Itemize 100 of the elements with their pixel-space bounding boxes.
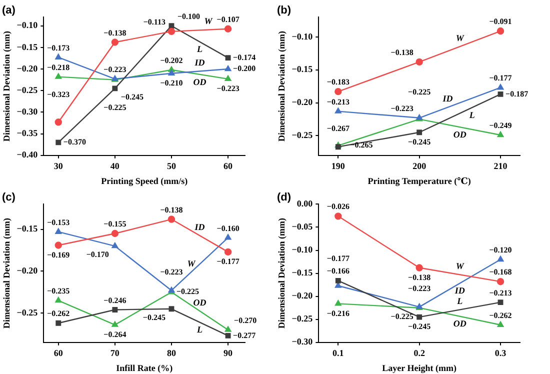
y-tick-label: −0.30	[16, 106, 38, 117]
data-label: −0.213	[489, 288, 512, 298]
data-label: −0.223	[160, 268, 183, 277]
x-tick-label: 80	[166, 348, 176, 358]
y-tick-label: −0.20	[16, 63, 38, 74]
x-axis-title: Printing Temperature (℃)	[368, 176, 471, 186]
x-tick-label: 60	[54, 348, 64, 358]
data-label: −0.225	[176, 287, 200, 296]
x-tick-label: 60	[224, 161, 234, 172]
data-label: −0.225	[390, 312, 414, 321]
y-axis-title: Dimensional Deviation (mm)	[2, 31, 12, 142]
series-label: ID	[194, 222, 206, 232]
data-label: −0.218	[47, 62, 70, 72]
data-label: −0.245	[408, 137, 431, 146]
y-tick-label: −0.20	[292, 97, 314, 108]
data-label: −0.166	[326, 266, 350, 276]
data-label: −0.262	[489, 310, 512, 320]
data-label: −0.246	[104, 296, 126, 305]
y-tick-label: 0.00	[296, 198, 314, 209]
data-label: −0.264	[104, 330, 126, 339]
data-label: −0.223	[104, 65, 126, 74]
series-label: W	[456, 261, 465, 272]
series-label: OD	[453, 318, 467, 329]
data-label: −0.200	[233, 64, 256, 74]
data-label: −0.265	[350, 140, 373, 150]
x-tick-label: 30	[54, 161, 64, 172]
data-label: −0.223	[408, 284, 431, 293]
data-label: −0.173	[47, 43, 70, 52]
x-tick-label: 200	[412, 161, 427, 172]
y-tick-label: −0.15	[292, 64, 314, 74]
data-label: −0.155	[104, 220, 126, 229]
x-axis-title: Layer Height (mm)	[382, 362, 457, 373]
series-label: OD	[193, 297, 207, 308]
y-tick-label: −0.25	[292, 130, 314, 140]
data-label: −0.160	[216, 224, 240, 233]
data-label: −0.138	[160, 205, 183, 214]
y-tick-label: −0.10	[292, 244, 314, 255]
series-label: L	[196, 44, 204, 54]
y-tick-label: −0.15	[292, 268, 314, 278]
chart-title: (d)	[277, 192, 292, 204]
y-tick-label: −0.25	[292, 314, 314, 324]
data-label: −0.107	[216, 14, 240, 24]
data-label: −0.235	[47, 286, 70, 296]
x-tick-label: 210	[494, 161, 508, 172]
data-label: −0.270	[234, 316, 257, 325]
data-label: −0.113	[143, 18, 166, 27]
data-label: −0.100	[177, 12, 200, 21]
y-tick-label: −0.20	[16, 266, 38, 276]
series-label: W	[204, 16, 214, 26]
x-tick-label: 90	[224, 348, 234, 358]
chart-title: (c)	[2, 192, 16, 204]
y-tick-label: −0.40	[16, 150, 38, 160]
series-label: OD	[193, 76, 207, 87]
data-label: −0.210	[160, 78, 183, 88]
series-label: W	[456, 32, 465, 43]
series-label: L	[468, 110, 476, 120]
x-tick-label: 40	[110, 161, 120, 172]
data-label: −0.216	[326, 308, 350, 318]
y-tick-label: −0.25	[16, 84, 38, 95]
series-label: ID	[194, 58, 206, 68]
y-tick-label: −0.25	[16, 307, 38, 318]
y-tick-label: −0.15	[16, 224, 38, 234]
data-label: −0.153	[47, 218, 70, 227]
data-label: −0.026	[326, 202, 350, 212]
chart-title: (b)	[277, 4, 292, 17]
data-label: −0.370	[63, 138, 86, 147]
x-axis-title: Infill Rate (%)	[116, 362, 173, 373]
data-label: −0.223	[216, 84, 240, 94]
data-label: −0.323	[47, 90, 70, 100]
data-label: −0.177	[216, 257, 240, 266]
data-label: −0.225	[104, 102, 126, 112]
series-label: W	[187, 258, 196, 268]
data-label: −0.245	[408, 322, 431, 332]
data-label: −0.169	[47, 250, 70, 260]
x-tick-label: 50	[166, 161, 176, 172]
data-label: −0.091	[489, 17, 512, 26]
series-label: L	[456, 296, 464, 306]
data-label: −0.277	[233, 330, 256, 340]
y-tick-label: −0.10	[16, 20, 38, 30]
data-label: −0.187	[506, 89, 528, 98]
data-label: −0.177	[326, 254, 350, 263]
x-tick-label: 190	[331, 161, 346, 172]
data-label: −0.177	[489, 74, 512, 83]
data-label: −0.249	[489, 121, 512, 130]
data-label: −0.267	[326, 124, 350, 133]
data-label: −0.168	[489, 268, 512, 277]
data-label: −0.213	[326, 97, 350, 106]
y-tick-label: −0.05	[292, 222, 314, 232]
y-axis-title: Dimensional Deviation (mm)	[276, 218, 287, 329]
x-tick-label: 0.1	[332, 348, 344, 358]
data-label: −0.183	[326, 78, 350, 87]
y-tick-label: −0.20	[292, 290, 314, 301]
data-label: −0.138	[104, 28, 126, 38]
data-label: −0.223	[390, 104, 414, 113]
data-label: −0.174	[233, 52, 256, 62]
data-label: −0.225	[408, 87, 431, 96]
chart-title: (a)	[2, 4, 16, 17]
series-label: ID	[442, 94, 454, 104]
data-label: −0.170	[86, 250, 109, 260]
x-tick-label: 0.2	[414, 348, 426, 358]
